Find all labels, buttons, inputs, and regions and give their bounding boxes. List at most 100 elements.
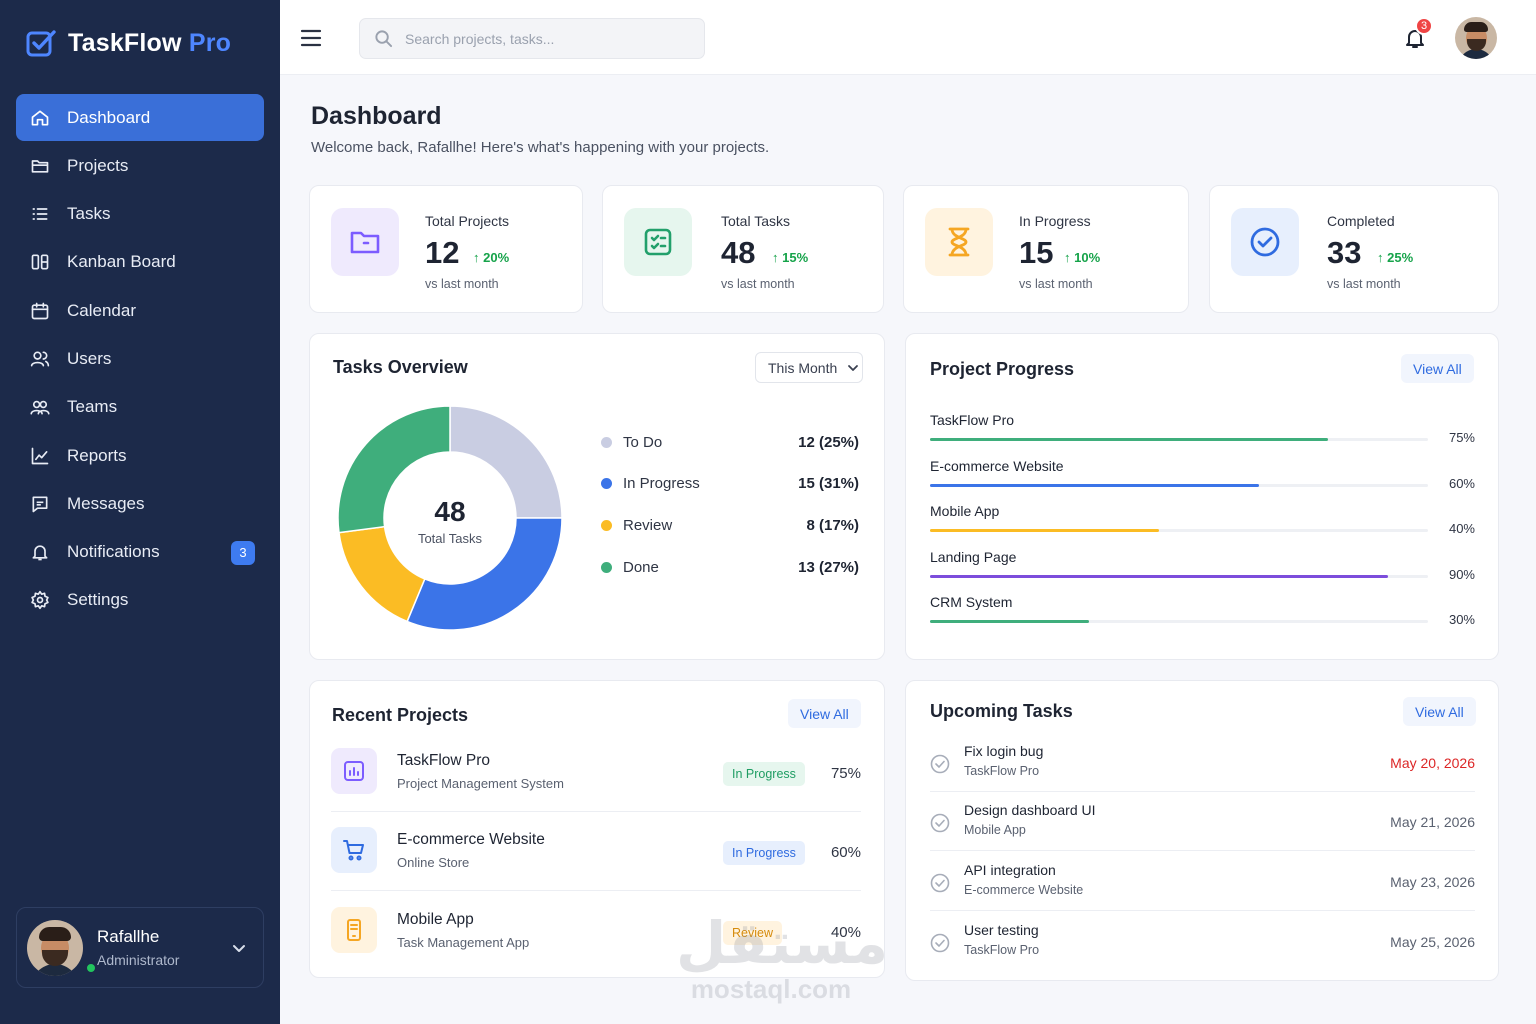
project-percent: 40% bbox=[830, 924, 861, 941]
list-item[interactable]: TaskFlow Pro Project Management System I… bbox=[331, 748, 861, 796]
cart-icon bbox=[343, 840, 364, 861]
progress-track bbox=[930, 575, 1428, 578]
folder-icon bbox=[31, 159, 49, 173]
legend-value: 12 (25%) bbox=[798, 433, 859, 451]
chevron-down-icon[interactable] bbox=[231, 940, 247, 956]
sidebar-item-settings[interactable]: Settings bbox=[16, 577, 264, 624]
divider bbox=[930, 850, 1475, 851]
checklist-icon bbox=[644, 228, 672, 256]
stat-icon-bg bbox=[624, 208, 692, 276]
stat-card-total-tasks: Total Tasks 48 ↑ 15% vs last month bbox=[602, 185, 884, 313]
tasks-overview-card: Tasks Overview This Month 48 Total Tasks… bbox=[309, 333, 885, 660]
status-badge: In Progress bbox=[723, 841, 805, 865]
progress-row[interactable]: Mobile App 40% bbox=[930, 503, 1475, 536]
progress-row[interactable]: Landing Page 90% bbox=[930, 549, 1475, 582]
progress-row[interactable]: CRM System 30% bbox=[930, 594, 1475, 627]
sidebar-item-label: Tasks bbox=[67, 204, 111, 224]
upcoming-tasks-view-all-button[interactable]: View All bbox=[1403, 697, 1476, 726]
progress-track bbox=[930, 438, 1428, 441]
stat-label: In Progress bbox=[1019, 213, 1091, 229]
list-item[interactable]: API integration E-commerce Website May 23,… bbox=[930, 862, 1475, 912]
sidebar-item-reports[interactable]: Reports bbox=[16, 432, 264, 479]
task-name: API integration bbox=[964, 862, 1056, 878]
hourglass-icon bbox=[948, 227, 970, 257]
project-icon-bg bbox=[331, 907, 377, 953]
check-circle-icon[interactable] bbox=[930, 933, 950, 953]
progress-bar-fill bbox=[930, 438, 1329, 441]
sidebar-nav: Dashboard Projects Tasks Kanban Board Ca… bbox=[16, 94, 264, 625]
sidebar-item-teams[interactable]: Teams bbox=[16, 384, 264, 431]
search-box bbox=[359, 18, 705, 59]
sidebar-item-label: Users bbox=[67, 348, 112, 368]
stat-trend: ↑ 20% bbox=[473, 250, 510, 265]
period-select[interactable]: This Month bbox=[755, 352, 863, 383]
task-due-date: May 21, 2026 bbox=[1390, 814, 1475, 830]
recent-projects-title: Recent Projects bbox=[332, 705, 469, 725]
sidebar-item-tasks[interactable]: Tasks bbox=[16, 191, 264, 238]
list-item[interactable]: Mobile App Task Management App Review 40… bbox=[331, 907, 861, 955]
project-progress-view-all-button[interactable]: View All bbox=[1401, 354, 1474, 383]
list-item[interactable]: Fix login bug TaskFlow Pro May 20, 2026 bbox=[930, 743, 1475, 793]
divider bbox=[331, 890, 861, 891]
list-item[interactable]: User testing TaskFlow Pro May 25, 2026 bbox=[930, 922, 1475, 972]
check-circle-icon[interactable] bbox=[930, 873, 950, 893]
progress-project-name: TaskFlow Pro bbox=[930, 412, 1015, 428]
task-project: Mobile App bbox=[964, 823, 1026, 837]
task-project: E-commerce Website bbox=[964, 883, 1084, 897]
stat-label: Completed bbox=[1327, 213, 1395, 229]
sidebar-item-messages[interactable]: Messages bbox=[16, 480, 264, 527]
stat-icon-bg bbox=[925, 208, 993, 276]
avatar[interactable] bbox=[1455, 17, 1497, 59]
project-desc: Project Management System bbox=[397, 776, 564, 791]
avatar bbox=[27, 919, 83, 976]
recent-projects-card: Recent Projects View All TaskFlow Pro Pr… bbox=[309, 680, 885, 978]
project-percent: 75% bbox=[830, 765, 861, 782]
calendar-icon bbox=[31, 302, 49, 320]
user-profile-card[interactable]: Rafallhe Administrator bbox=[16, 907, 264, 988]
legend-dot bbox=[601, 561, 612, 573]
sidebar-item-projects[interactable]: Projects bbox=[16, 142, 264, 189]
hamburger-menu-icon[interactable] bbox=[300, 28, 322, 48]
sidebar-item-calendar[interactable]: Calendar bbox=[16, 287, 264, 334]
list-icon bbox=[32, 208, 48, 220]
recent-projects-view-all-button[interactable]: View All bbox=[788, 699, 861, 728]
stat-trend: ↑ 10% bbox=[1064, 250, 1101, 265]
progress-row[interactable]: E-commerce Website 60% bbox=[930, 458, 1475, 491]
stat-card-total-projects: Total Projects 12 ↑ 20% vs last month bbox=[309, 185, 583, 313]
kanban-icon bbox=[31, 254, 49, 270]
stat-sub: vs last month bbox=[1019, 277, 1093, 291]
user-icon bbox=[30, 351, 50, 367]
donut-slice-in-progress[interactable] bbox=[406, 517, 563, 631]
legend-value: 13 (27%) bbox=[798, 558, 859, 576]
progress-bar-fill bbox=[930, 484, 1259, 487]
app-logo[interactable]: TaskFlow Pro bbox=[26, 28, 231, 58]
list-item[interactable]: Design dashboard UI Mobile App May 21, 202… bbox=[930, 802, 1475, 852]
check-circle-icon[interactable] bbox=[930, 754, 950, 774]
search-input[interactable] bbox=[405, 30, 685, 47]
stat-value: 33 bbox=[1327, 235, 1362, 270]
legend-value: 15 (31%) bbox=[798, 474, 859, 492]
sidebar-item-label: Dashboard bbox=[67, 107, 151, 127]
stat-icon-bg bbox=[1231, 208, 1299, 276]
stat-value: 48 bbox=[721, 235, 756, 270]
stat-sub: vs last month bbox=[1327, 277, 1401, 291]
stat-sub: vs last month bbox=[425, 277, 499, 291]
sidebar-item-notifications[interactable]: Notifications 3 bbox=[16, 529, 264, 576]
sidebar-item-kanban[interactable]: Kanban Board bbox=[16, 239, 264, 286]
sidebar-item-users[interactable]: Users bbox=[16, 335, 264, 382]
donut-slice-done[interactable] bbox=[337, 405, 451, 534]
project-progress-title: Project Progress bbox=[930, 359, 1075, 379]
check-circle-icon[interactable] bbox=[930, 813, 950, 833]
sidebar-item-dashboard[interactable]: Dashboard bbox=[16, 94, 264, 141]
progress-project-name: Landing Page bbox=[930, 549, 1017, 565]
online-status-dot bbox=[85, 962, 97, 974]
project-percent: 60% bbox=[830, 844, 861, 861]
page-title: Dashboard bbox=[311, 102, 442, 130]
upcoming-tasks-title: Upcoming Tasks bbox=[930, 701, 1073, 721]
task-due-date: May 20, 2026 bbox=[1390, 755, 1475, 771]
progress-row[interactable]: TaskFlow Pro 75% bbox=[930, 412, 1475, 445]
list-item[interactable]: E-commerce Website Online Store In Progr… bbox=[331, 827, 861, 875]
tasks-overview-title: Tasks Overview bbox=[333, 357, 468, 377]
legend-label: Review bbox=[623, 516, 673, 534]
stat-card-completed: Completed 33 ↑ 25% vs last month bbox=[1209, 185, 1499, 313]
